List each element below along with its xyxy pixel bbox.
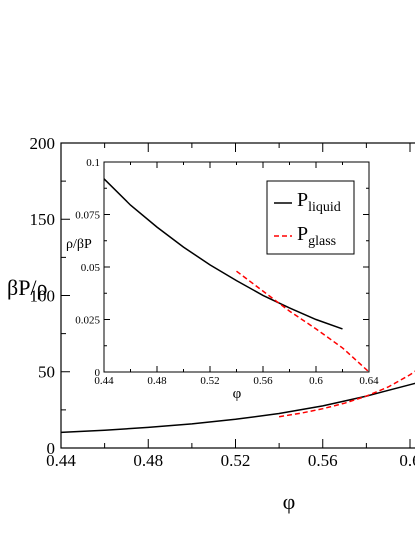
main-y-tick-label: 50 — [38, 363, 55, 382]
inset-x-axis-title: φ — [233, 386, 242, 402]
inset-series — [103, 178, 370, 373]
inset-y-tick-label: 0 — [95, 367, 101, 379]
inset-legend: Pliquid Pglass — [266, 180, 355, 255]
legend-liquid-label: Pliquid — [297, 189, 341, 215]
main-series-glass-line — [278, 370, 415, 418]
inset-y-tick-label: 0.1 — [86, 157, 100, 169]
inset-x-tick-label: 0.64 — [359, 375, 379, 387]
inset-y-tick-label: 0.05 — [81, 262, 101, 274]
inset-x-tick-label: 0.56 — [253, 375, 273, 387]
legend-box — [266, 180, 355, 255]
main-series-liquid-line — [61, 382, 415, 434]
legend-liquid-sub: liquid — [308, 200, 341, 215]
inset-ticks: 0.44 0.48 0.52 0.56 0.6 0.64 0 0.025 0.05 0.075 0.… — [75, 157, 379, 387]
main-ticks: 0.44 0.48 0.52 0.56 0.6 0 50 100 150 200 — [30, 134, 415, 470]
main-x-tick-label: 0.6 — [399, 451, 415, 470]
main-x-tick-label: 0.44 — [46, 451, 76, 470]
main-series — [61, 370, 415, 434]
inset-series-glass-line — [236, 270, 370, 373]
inset-x-tick-label: 0.6 — [309, 375, 323, 387]
legend-glass-sub: glass — [308, 234, 336, 249]
main-y-tick-label: 100 — [30, 286, 56, 305]
legend-glass-label: Pglass — [297, 223, 336, 249]
inset-series-liquid-line — [103, 178, 343, 330]
inset-y-tick-label: 0.075 — [75, 209, 100, 221]
inset-x-tick-label: 0.48 — [147, 375, 167, 387]
main-y-tick-label: 200 — [30, 134, 56, 153]
legend-liquid-main: P — [297, 189, 308, 211]
main-plot: 0.44 0.48 0.52 0.56 0.6 0 50 100 150 200 φ βP/ρ — [7, 134, 415, 514]
main-x-tick-label: 0.48 — [133, 451, 163, 470]
inset-y-axis-title: ρ/βP — [66, 237, 92, 252]
main-y-axis-title: βP/ρ — [7, 275, 48, 300]
main-y-tick-label: 0 — [47, 439, 56, 458]
inset-plot: 0.44 0.48 0.52 0.56 0.6 0.64 0 0.025 0.05 0.075 0.… — [66, 157, 379, 402]
inset-x-tick-label: 0.44 — [94, 375, 114, 387]
legend-glass-main: P — [297, 223, 308, 245]
inset-x-tick-label: 0.52 — [200, 375, 219, 387]
main-x-tick-label: 0.56 — [308, 451, 338, 470]
main-y-tick-label: 150 — [30, 210, 56, 229]
main-x-tick-label: 0.52 — [221, 451, 251, 470]
main-x-axis-title: φ — [283, 489, 296, 514]
inset-y-tick-label: 0.025 — [75, 314, 100, 326]
